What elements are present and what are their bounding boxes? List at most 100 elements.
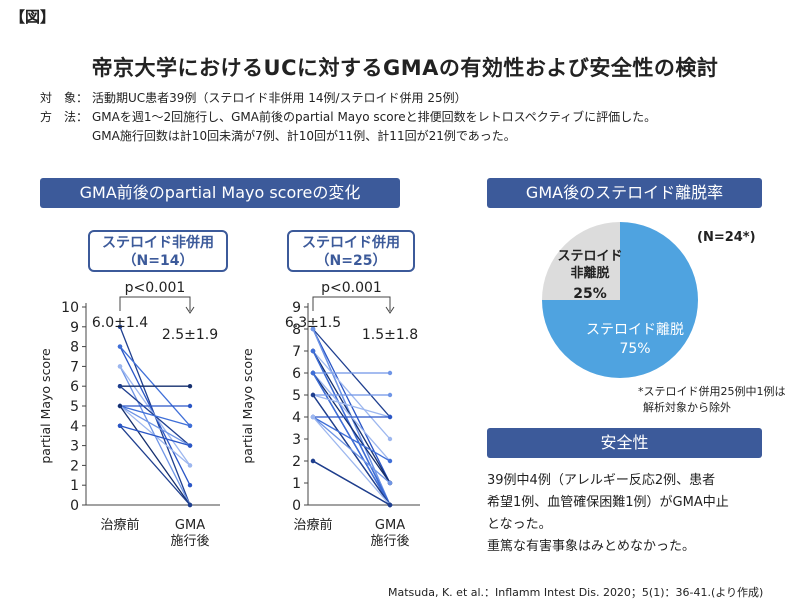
y-tick-label: 9 — [292, 300, 301, 316]
pie-label-non-withdrawal-line2: 非離脱 — [570, 265, 609, 281]
safety-section-title: 安全性 — [487, 428, 762, 458]
post-mean-label: 1.5±1.8 — [362, 327, 418, 343]
y-tick-label: 0 — [70, 498, 79, 514]
patient-line — [312, 416, 391, 462]
pie-note-line1: *ステロイド併用25例中1例は — [638, 385, 786, 398]
pie-n-label: (N=24*) — [697, 230, 756, 245]
patient-line — [312, 394, 391, 418]
pre-point — [117, 324, 123, 329]
y-tick-label: 5 — [70, 399, 79, 415]
post-point — [387, 458, 393, 464]
patient-line — [119, 405, 191, 447]
pre-point — [310, 348, 316, 354]
y-tick-label: 0 — [292, 498, 301, 514]
y-tick-label: 2 — [292, 454, 301, 470]
patient-line — [119, 405, 191, 427]
pre-point — [117, 403, 123, 409]
subjects-label: 対 象： — [40, 91, 89, 105]
y-tick-label: 2 — [70, 458, 79, 474]
y-tick-label: 5 — [292, 388, 301, 404]
pre-point — [117, 423, 123, 428]
figure-label: 【図】 — [10, 8, 56, 26]
post-point — [387, 502, 393, 508]
x-category-label: GMA — [175, 518, 205, 533]
citation: Matsuda, K. et al.：Inflamm Intest Dis. 2… — [388, 586, 764, 599]
pre-point — [310, 414, 316, 420]
group-label-line1: ステロイド併用 — [302, 235, 400, 251]
y-tick-label: 10 — [61, 300, 79, 316]
group-label-line2: （N=14） — [122, 253, 194, 269]
post-point — [187, 463, 193, 468]
significance-arrow — [385, 306, 395, 314]
post-point — [387, 436, 393, 442]
page-title: 帝京大学におけるUCに対するGMAの有効性および安全性の検討 — [91, 56, 719, 80]
y-tick-label: 1 — [70, 478, 79, 494]
x-category-label: 治療前 — [293, 517, 332, 533]
y-tick-label: 4 — [292, 410, 301, 426]
significance-label: p<0.001 — [125, 280, 186, 296]
significance-bracket — [119, 296, 191, 311]
patient-line — [119, 425, 191, 506]
significance-arrow — [185, 306, 195, 314]
y-tick-label: 7 — [292, 344, 301, 360]
y-tick-label: 1 — [292, 476, 301, 492]
post-point — [387, 414, 393, 420]
x-category-label: 施行後 — [370, 534, 409, 549]
safety-line-1: 39例中4例（アレルギー反応2例、患者 — [487, 473, 716, 488]
y-tick-label: 3 — [292, 432, 301, 448]
post-point — [387, 370, 393, 376]
y-axis-label: partial Mayo score — [38, 348, 53, 464]
post-point — [187, 443, 193, 448]
pie-label-non-withdrawal-line1: ステロイド — [557, 249, 622, 264]
y-tick-label: 6 — [70, 379, 79, 395]
pre-point — [310, 392, 316, 398]
pre-mean-label: 6.0±1.4 — [92, 315, 148, 331]
x-category-label: GMA — [375, 518, 405, 533]
pre-point — [310, 326, 316, 332]
patient-line — [312, 460, 391, 506]
post-point — [187, 384, 193, 389]
pre-mean-label: 6.3±1.5 — [285, 315, 341, 331]
post-point — [187, 403, 193, 409]
pie-note-line2: 解析対象から除外 — [643, 401, 731, 414]
safety-line-2: 希望1例、血管確保困難1例）がGMA中止 — [487, 495, 729, 510]
group-label-line2: （N=25） — [315, 253, 387, 269]
safety-line-4: 重篤な有害事象はみとめなかった。 — [487, 539, 696, 554]
pie-label-withdrawal: ステロイド離脱 — [586, 321, 684, 338]
group-label-steroid: ステロイド併用 （N=25） — [287, 230, 415, 272]
y-tick-label: 9 — [70, 320, 79, 336]
pre-point — [310, 370, 316, 376]
methods-label: 方 法： — [40, 110, 89, 124]
patient-line — [312, 416, 391, 484]
post-mean-label: 2.5±1.9 — [162, 327, 218, 343]
y-tick-label: 7 — [70, 359, 79, 375]
subjects-text: 活動期UC患者39例（ステロイド非併用 14例/ステロイド併用 25例） — [92, 91, 467, 105]
pre-point — [117, 344, 123, 349]
methods-text-line1: GMAを週1～2回施行し、GMA前後のpartial Mayo scoreと排便… — [92, 110, 657, 124]
left-section-title: GMA前後のpartial Mayo scoreの変化 — [40, 178, 400, 208]
post-point — [387, 392, 393, 398]
post-point — [187, 502, 193, 508]
y-tick-label: 4 — [70, 419, 79, 435]
pre-point — [117, 384, 123, 389]
safety-line-3: となった。 — [487, 517, 552, 532]
y-tick-label: 3 — [70, 439, 79, 455]
significance-bracket — [312, 296, 391, 311]
group-label-non-steroid: ステロイド非併用 （N=14） — [88, 230, 228, 272]
pre-point — [310, 458, 316, 464]
pie-section-title: GMA後のステロイド離脱率 — [487, 178, 762, 208]
patient-line — [119, 405, 191, 506]
y-tick-label: 8 — [70, 340, 79, 356]
y-axis-label: partial Mayo score — [240, 348, 255, 464]
post-point — [187, 483, 193, 488]
post-point — [187, 423, 193, 428]
x-category-label: 施行後 — [170, 534, 209, 549]
pie-slice — [542, 222, 620, 300]
methods-text-line2: GMA施行回数は計10回未満が7例、計10回が11例、計11回が21例であった。 — [92, 129, 516, 143]
group-label-line1: ステロイド非併用 — [102, 235, 214, 251]
y-tick-label: 8 — [292, 322, 301, 338]
significance-label: p<0.001 — [321, 280, 382, 296]
pre-point — [117, 364, 123, 369]
